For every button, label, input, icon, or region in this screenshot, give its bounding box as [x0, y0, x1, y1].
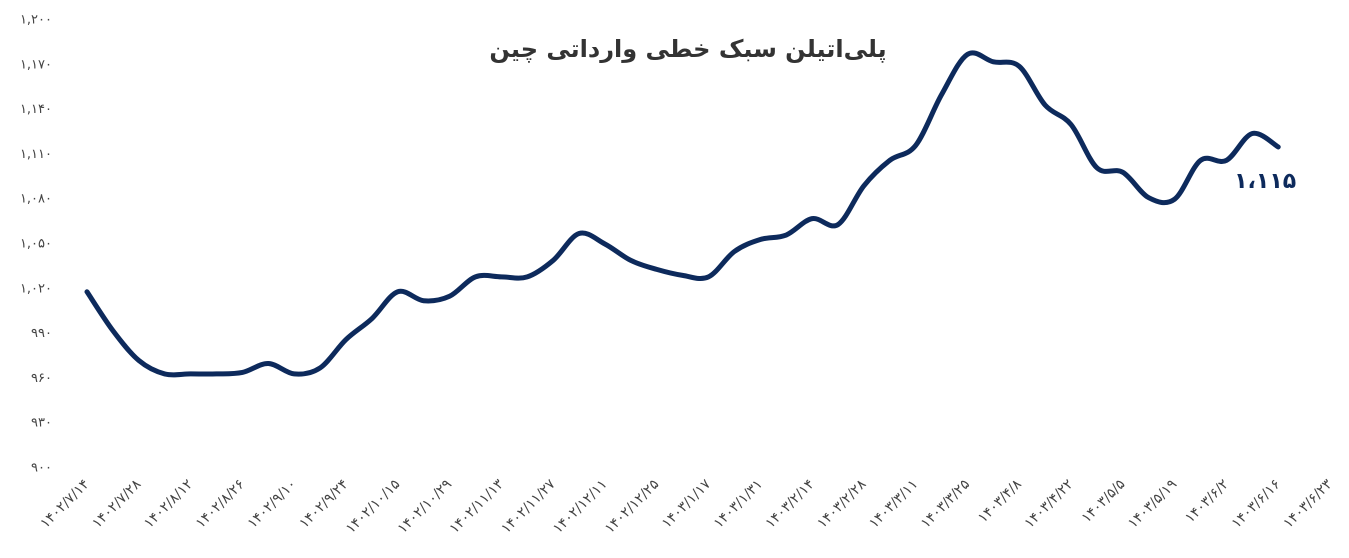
y-tick-label: ۹۳۰ — [31, 416, 52, 431]
y-tick-label: ۹۶۰ — [31, 371, 52, 386]
line — [84, 50, 1281, 378]
x-tick-label: ۱۴۰۲/۹/۲۴ — [296, 476, 351, 531]
y-tick-label: ۹۰۰ — [31, 461, 52, 476]
x-tick-label: ۱۴۰۳/۳/۲۵ — [918, 476, 973, 531]
x-tick-label: ۱۴۰۳/۵/۱۹ — [1125, 476, 1180, 531]
x-tick-label: ۱۴۰۳/۱/۱۷ — [659, 476, 715, 532]
y-tick-label: ۱,۰۲۰ — [20, 281, 52, 296]
x-tick-label: ۱۴۰۳/۳/۱۱ — [866, 476, 921, 531]
x-tick-label: ۱۴۰۲/۸/۱۲ — [141, 476, 196, 531]
x-tick-label: ۱۴۰۲/۹/۱۰ — [245, 476, 300, 531]
y-tick-label: ۱,۲۰۰ — [20, 13, 52, 28]
x-tick-label: ۱۴۰۳/۵/۵ — [1079, 476, 1129, 526]
x-tick-label: ۱۴۰۳/۴/۸ — [975, 476, 1025, 526]
x-tick-label: ۱۴۰۲/۱۱/۲۷ — [498, 476, 559, 537]
x-tick-label: ۱۴۰۳/۲/۱۴ — [763, 476, 818, 531]
x-tick-label: ۱۴۰۳/۶/۱۶ — [1229, 476, 1284, 531]
x-tick-label: ۱۴۰۲/۱۰/۲۹ — [395, 476, 456, 537]
x-tick-label: ۱۴۰۳/۶/۲۳ — [1280, 476, 1336, 532]
x-tick-label: ۱۴۰۳/۲/۲۸ — [814, 476, 870, 532]
y-tick-label: ۱,۱۴۰ — [20, 102, 52, 117]
y-tick-label: ۱,۱۱۰ — [20, 147, 52, 162]
x-tick-label: ۱۴۰۲/۱۱/۱۳ — [446, 476, 507, 537]
y-tick-label: ۱,۱۷۰ — [20, 57, 52, 72]
y-tick-label: ۱,۰۸۰ — [20, 192, 52, 207]
x-tick-label: ۱۴۰۲/۸/۲۶ — [193, 476, 248, 531]
x-tick-label: ۱۴۰۲/۷/۲۸ — [89, 476, 145, 532]
y-tick-label: ۹۹۰ — [31, 326, 52, 341]
x-tick-label: ۱۴۰۳/۴/۲۲ — [1021, 476, 1076, 531]
x-tick-label: ۱۴۰۲/۱۲/۲۵ — [602, 476, 663, 537]
y-tick-label: ۱,۰۵۰ — [20, 237, 52, 252]
x-tick-label: ۱۴۰۳/۶/۲ — [1182, 476, 1232, 526]
x-tick-label: ۱۴۰۲/۱۰/۱۵ — [343, 476, 404, 537]
chart-title: پلی‌اتیلن سبک خطی وارداتی چین — [489, 35, 886, 63]
x-tick-label: ۱۴۰۲/۱۲/۱۱ — [550, 476, 611, 537]
data-label: ۱،۱۱۵ — [1234, 169, 1296, 194]
x-tick-label: ۱۴۰۲/۷/۱۴ — [37, 476, 92, 531]
x-tick-label: ۱۴۰۳/۱/۳۱ — [711, 476, 766, 531]
